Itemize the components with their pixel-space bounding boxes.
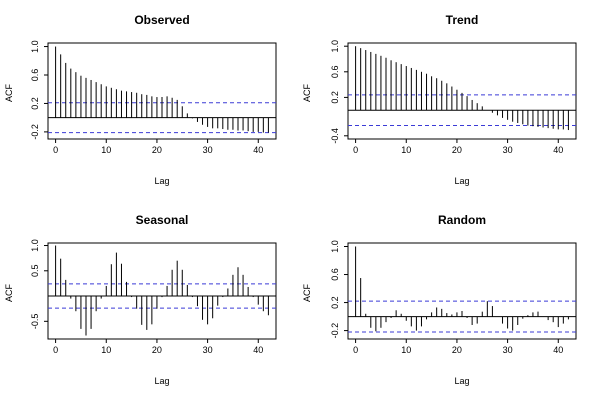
y-tick-label: 1.0 bbox=[330, 240, 340, 253]
x-axis-label: Lag bbox=[454, 376, 469, 386]
panel-title: Seasonal bbox=[136, 213, 189, 227]
x-tick-label: 40 bbox=[553, 345, 563, 355]
y-tick-label: -0.4 bbox=[330, 128, 340, 144]
panel-title: Trend bbox=[446, 13, 479, 27]
x-tick-label: 20 bbox=[452, 345, 462, 355]
y-tick-label: 0.2 bbox=[330, 91, 340, 104]
y-tick-label: -0.2 bbox=[30, 124, 40, 140]
y-tick-label: 0.5 bbox=[30, 265, 40, 278]
x-axis-label: Lag bbox=[454, 176, 469, 186]
x-tick-label: 30 bbox=[503, 145, 513, 155]
x-tick-label: 10 bbox=[101, 145, 111, 155]
x-tick-label: 40 bbox=[253, 345, 263, 355]
y-axis-label: ACF bbox=[302, 283, 312, 302]
x-tick-label: 0 bbox=[53, 345, 58, 355]
x-tick-label: 20 bbox=[152, 345, 162, 355]
y-axis-label: ACF bbox=[4, 83, 14, 102]
plot-frame bbox=[347, 242, 577, 340]
panel-observed: Observed Lag ACF 0 10 20 30 40 -0.2 0.2 0.6 1.0 bbox=[4, 13, 277, 186]
x-tick-label: 0 bbox=[353, 145, 358, 155]
x-tick-label: 30 bbox=[503, 345, 513, 355]
plot-frame bbox=[347, 42, 577, 140]
y-tick-label: 0.2 bbox=[330, 296, 340, 309]
x-tick-label: 30 bbox=[203, 345, 213, 355]
y-axis-label: ACF bbox=[302, 83, 312, 102]
x-axis-label: Lag bbox=[154, 176, 169, 186]
x-axis-label: Lag bbox=[154, 376, 169, 386]
x-tick-label: 10 bbox=[101, 345, 111, 355]
panel-seasonal: Seasonal Lag ACF 0 10 20 30 40 -0.5 0.5 1.0 bbox=[4, 213, 277, 386]
panel-random: Random Lag ACF 0 10 20 30 40 -0.2 0.2 0.6 1.0 bbox=[302, 213, 577, 386]
x-tick-label: 20 bbox=[152, 145, 162, 155]
y-tick-label: 1.0 bbox=[30, 239, 40, 252]
y-tick-label: 0.6 bbox=[330, 66, 340, 79]
x-tick-label: 20 bbox=[452, 145, 462, 155]
x-tick-label: 10 bbox=[401, 345, 411, 355]
y-tick-label: 1.0 bbox=[330, 40, 340, 53]
y-tick-label: -0.5 bbox=[30, 314, 40, 330]
y-axis-label: ACF bbox=[4, 283, 14, 302]
x-tick-label: 30 bbox=[203, 145, 213, 155]
x-tick-label: 0 bbox=[353, 345, 358, 355]
x-tick-label: 40 bbox=[253, 145, 263, 155]
plot-frame bbox=[47, 242, 277, 340]
x-tick-label: 40 bbox=[553, 145, 563, 155]
plot-frame bbox=[47, 42, 277, 140]
y-tick-label: 0.2 bbox=[30, 97, 40, 110]
x-tick-label: 0 bbox=[53, 145, 58, 155]
x-tick-label: 10 bbox=[401, 145, 411, 155]
panel-title: Observed bbox=[134, 13, 189, 27]
y-tick-label: 0.6 bbox=[330, 268, 340, 281]
y-tick-label: 0.6 bbox=[30, 69, 40, 82]
panel-title: Random bbox=[438, 213, 486, 227]
y-tick-label: 1.0 bbox=[30, 40, 40, 53]
panel-trend: Trend Lag ACF 0 10 20 30 40 -0.4 0.2 0.6 1.0 bbox=[302, 13, 577, 186]
y-tick-label: -0.2 bbox=[330, 323, 340, 339]
